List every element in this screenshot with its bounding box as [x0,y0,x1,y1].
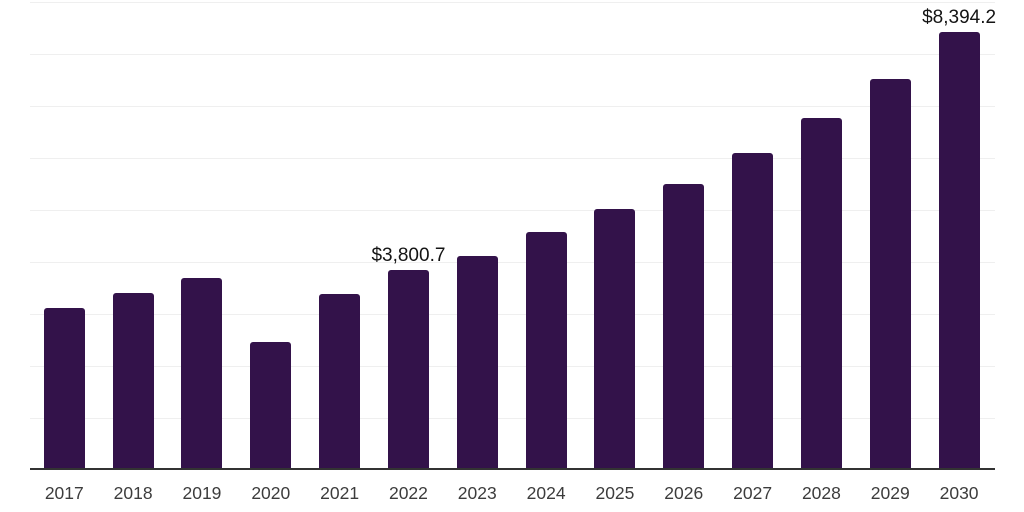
x-axis-line [30,468,995,470]
bar-2018 [112,292,154,468]
x-tick-label-2023: 2023 [457,483,497,503]
x-tick-label-2024: 2024 [526,483,566,503]
x-tick-label-2018: 2018 [113,483,153,503]
gridline-6000 [30,158,995,159]
bar-2021 [319,293,361,468]
x-tick-label-2025: 2025 [595,483,635,503]
bar-2020 [250,341,292,468]
bar-2025 [594,209,636,468]
x-tick-label-2021: 2021 [320,483,360,503]
gridline-1000 [30,418,995,419]
gridline-5000 [30,210,995,211]
gridline-8000 [30,54,995,55]
gridline-3000 [30,314,995,315]
bar-2029 [869,78,911,468]
bar-2030 [938,31,980,468]
x-tick-label-2027: 2027 [733,483,773,503]
bar-2019 [181,278,223,468]
x-tick-label-2030: 2030 [939,483,979,503]
x-tick-label-2022: 2022 [388,483,428,503]
bar-2028 [800,118,842,468]
x-tick-label-2019: 2019 [182,483,222,503]
gridline-7000 [30,106,995,107]
gridline-2000 [30,366,995,367]
x-tick-label-2029: 2029 [870,483,910,503]
bar-2017 [43,307,85,468]
plot-area: $3,800.7 $8,394.2 [30,2,997,470]
bar-2027 [732,153,774,468]
bar-2026 [663,183,705,468]
value-label-2022: $3,800.7 [371,245,446,267]
x-tick-label-2028: 2028 [801,483,841,503]
x-axis-labels: 2017 2018 2019 2020 2021 2022 2023 2024 2025 2026… [30,482,995,506]
bar-2024 [525,231,567,468]
gridline-9000 [30,2,995,3]
value-label-2030: $8,394.2 [922,6,997,28]
bar-2022 [387,270,429,468]
bar-2023 [456,255,498,468]
x-tick-label-2020: 2020 [251,483,291,503]
gridline-4000 [30,262,995,263]
x-tick-label-2026: 2026 [664,483,704,503]
x-tick-label-2017: 2017 [44,483,84,503]
